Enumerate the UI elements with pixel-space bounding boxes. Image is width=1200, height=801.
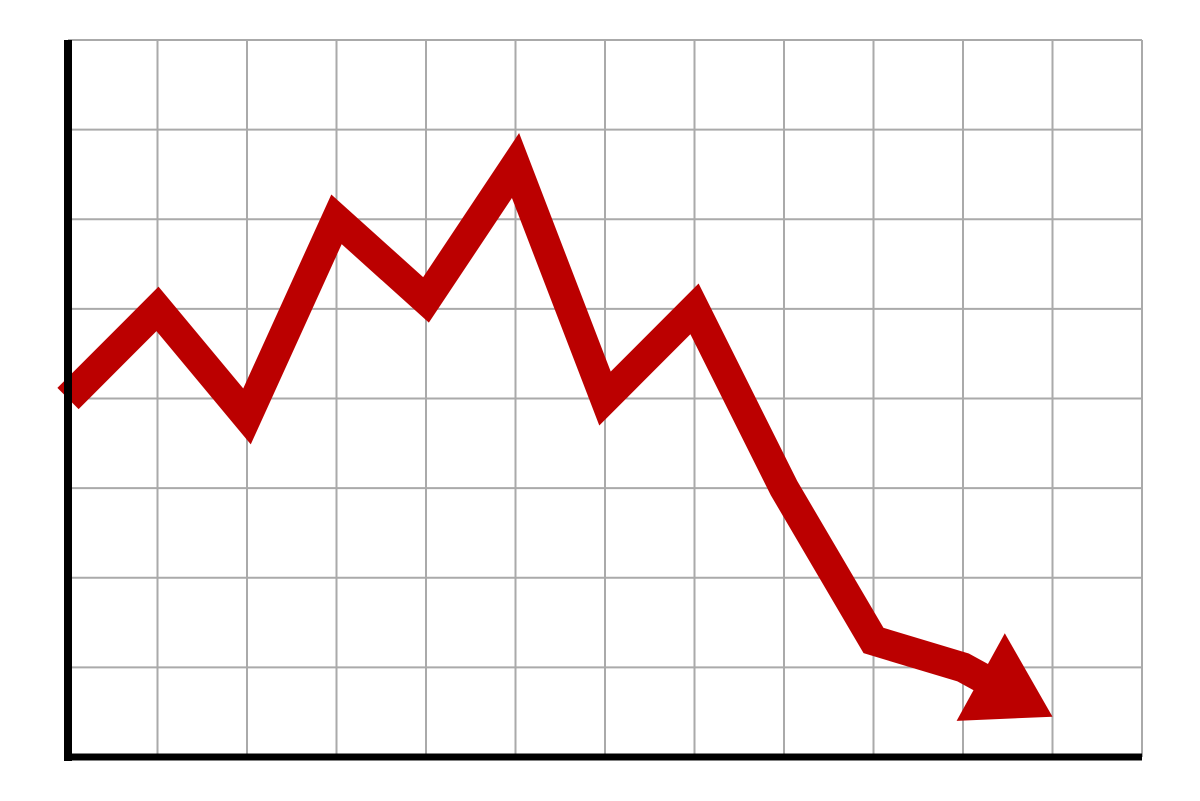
data-point: [962, 666, 964, 668]
data-point: [246, 415, 248, 417]
data-point: [783, 487, 785, 489]
data-point: [515, 164, 517, 166]
data-point: [1052, 716, 1054, 718]
data-point: [694, 308, 696, 310]
data-point: [604, 398, 606, 400]
series-line: [57, 133, 992, 693]
data-point: [873, 639, 875, 641]
series-layer: [57, 133, 1054, 721]
axes: [64, 40, 1142, 761]
data-point: [425, 299, 427, 301]
arrow-head: [956, 633, 1053, 721]
data-point: [157, 308, 159, 310]
data-point: [336, 218, 338, 220]
